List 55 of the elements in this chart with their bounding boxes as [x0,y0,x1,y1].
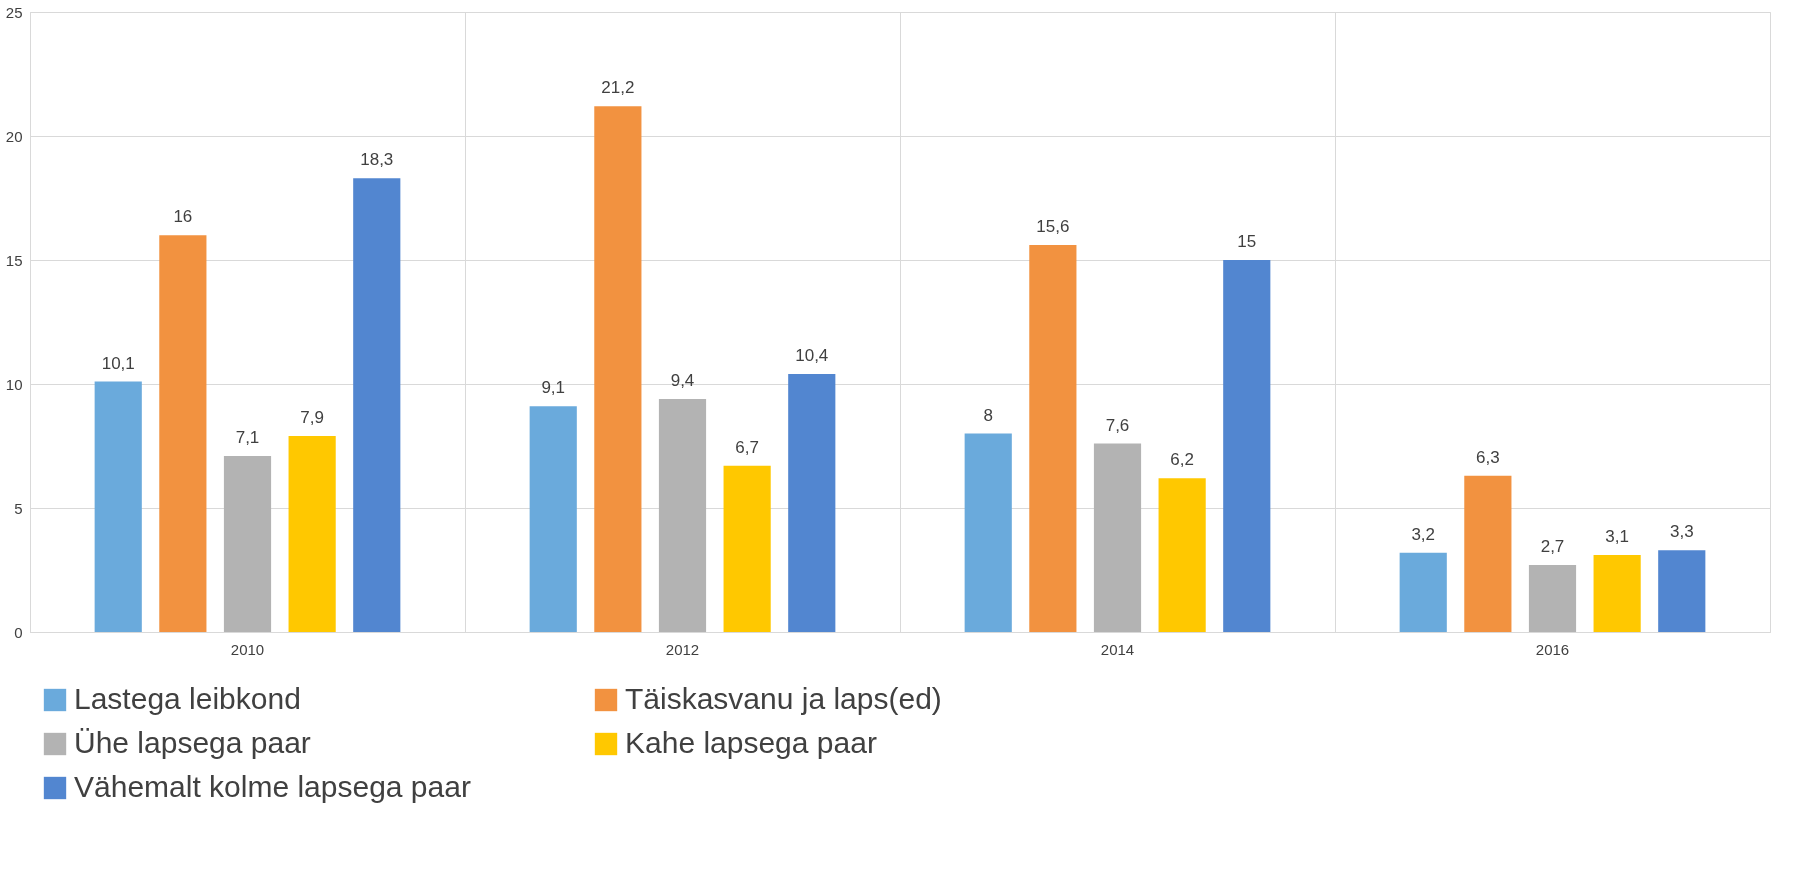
data-label: 21,2 [601,78,635,98]
bar [1029,245,1077,632]
data-label: 15 [1237,232,1257,251]
x-tick-label: 2014 [1100,640,1135,658]
x-tick-label: 2016 [1535,640,1570,658]
data-label: 6,7 [735,437,759,457]
bar [1464,475,1512,632]
data-label: 7,6 [1105,415,1130,435]
bar [94,381,142,632]
data-label: 10,4 [795,346,829,366]
legend-label: Lastega leibkond [74,682,301,715]
y-tick-label: 25 [5,3,23,21]
data-label: 3,3 [1669,522,1694,542]
data-label: 7,1 [235,427,260,447]
x-tick-label: 2010 [230,640,265,658]
bar [964,433,1012,632]
data-label: 9,1 [541,378,566,398]
y-tick-label: 20 [5,127,23,145]
y-tick-label: 5 [14,499,23,517]
y-tick-label: 10 [5,375,23,393]
data-label: 15,6 [1036,217,1070,237]
bar [288,436,336,632]
legend-label: Täiskasvanu ja laps(ed) [625,682,942,715]
bar [788,374,836,632]
bar [1223,260,1271,632]
bar [223,455,272,632]
bar [1158,478,1206,632]
bar [529,406,577,632]
legend-label: Vähemalt kolme lapsega paar [74,770,471,803]
data-label: 8 [983,405,993,425]
bar [353,178,401,632]
data-label: 2,7 [1540,537,1565,557]
data-label: 6,3 [1476,447,1500,467]
data-label: 18,3 [360,150,394,170]
bar [1658,550,1706,632]
data-label: 7,9 [300,408,324,428]
bar [1399,552,1447,632]
bar [594,106,642,632]
y-tick-label: 0 [14,623,23,641]
data-label: 3,2 [1411,524,1436,544]
data-label: 3,1 [1605,527,1629,547]
bar [1093,443,1142,632]
legend-label: Kahe lapsega paar [625,726,877,759]
x-tick-label: 2012 [665,640,700,658]
bar [1593,555,1641,632]
data-label: 6,2 [1170,450,1194,470]
bar [159,235,207,632]
data-label: 9,4 [670,370,695,390]
bar [658,398,707,632]
y-tick-label: 15 [5,251,23,269]
legend-label: Ühe lapsega paar [74,726,311,759]
data-label: 16 [173,207,193,227]
data-label: 10,1 [101,353,135,373]
bar [1528,565,1577,632]
bar [723,465,771,632]
